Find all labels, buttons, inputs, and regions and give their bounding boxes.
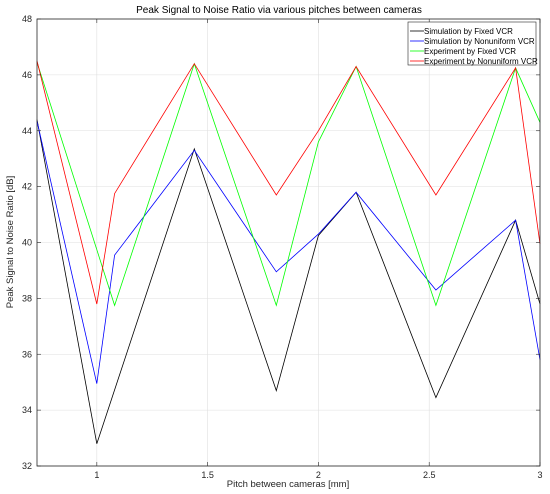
series-line-experiment-by-nonuniform-vcr	[36, 60, 541, 305]
y-tick-label: 38	[22, 293, 32, 303]
y-tick-label: 40	[22, 238, 32, 248]
x-tick-label: 2	[316, 470, 321, 480]
x-tick-label: 3	[537, 470, 542, 480]
y-axis-label: Peak Signal to Noise Ratio [dB]	[5, 176, 16, 309]
x-tick-label: 1	[94, 470, 99, 480]
axis-ticks: 1 1.5 2 2.5 3 32 34 36 38 40 42 44 46 48	[22, 14, 543, 480]
series-lines	[36, 60, 541, 444]
x-tick-label: 1.5	[201, 470, 214, 480]
y-tick-label: 44	[22, 126, 32, 136]
legend-label-experiment-by-fixed-vcr: Experiment by Fixed VCR	[424, 47, 516, 56]
legend-label-experiment-by-nonuniform-vcr: Experiment by Nonuniform VCR	[424, 57, 538, 66]
y-tick-label: 42	[22, 182, 32, 192]
legend-label-simulation-by-fixed-vcr: Simulation by Fixed VCR	[424, 27, 513, 36]
x-tick-label: 2.5	[423, 470, 436, 480]
chart-title: Peak Signal to Noise Ratio via various p…	[136, 5, 422, 16]
y-tick-label: 32	[22, 461, 32, 471]
series-line-experiment-by-fixed-vcr	[36, 62, 541, 307]
y-tick-label: 36	[22, 349, 32, 359]
series-line-simulation-by-nonuniform-vcr	[36, 120, 541, 384]
y-tick-label: 48	[22, 14, 32, 24]
legend-label-simulation-by-nonuniform-vcr: Simulation by Nonuniform VCR	[424, 37, 535, 46]
series-line-simulation-by-fixed-vcr	[36, 119, 541, 444]
y-tick-label: 34	[22, 405, 32, 415]
y-tick-label: 46	[22, 70, 32, 80]
x-axis-label: Pitch between cameras [mm]	[227, 479, 350, 490]
legend-box	[407, 21, 537, 66]
